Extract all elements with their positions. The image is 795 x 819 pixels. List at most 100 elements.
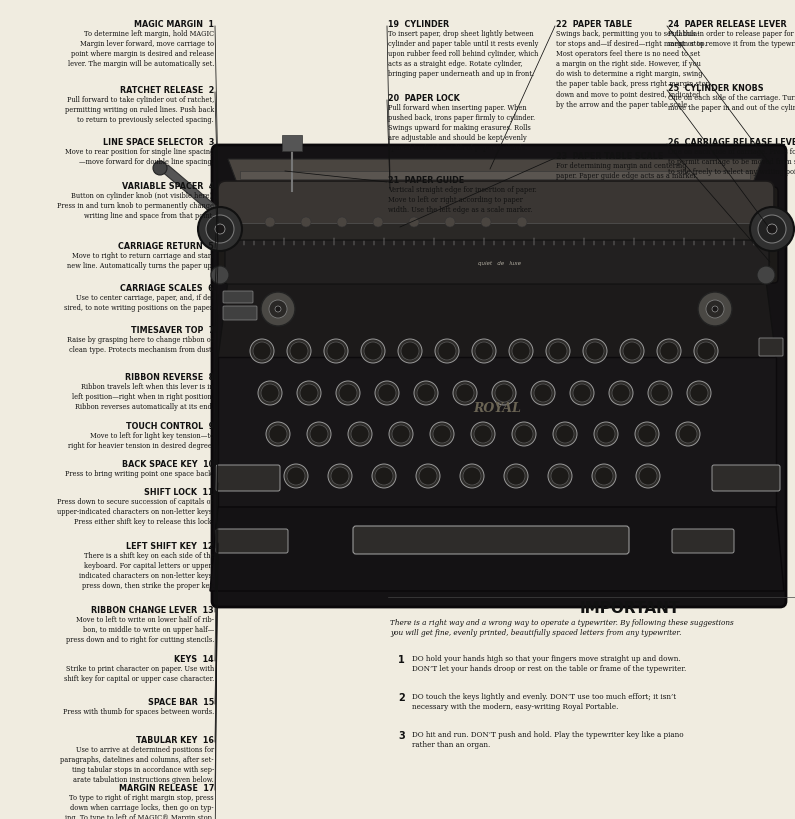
Circle shape [153, 161, 167, 175]
Circle shape [409, 217, 419, 227]
Circle shape [609, 381, 633, 405]
Circle shape [767, 224, 777, 234]
Text: DO hit and run. DON’T push and hold. Play the typewriter key like a piano
rather: DO hit and run. DON’T push and hold. Pla… [412, 731, 684, 749]
Circle shape [512, 342, 530, 360]
Text: Move to left to write on lower half of rib-
bon, to middle to write on upper hal: Move to left to write on lower half of r… [66, 616, 214, 645]
Text: Vertical straight edge for insertion of paper.
Move to left or right according t: Vertical straight edge for insertion of … [388, 186, 537, 215]
Circle shape [657, 339, 681, 363]
Circle shape [364, 342, 382, 360]
FancyBboxPatch shape [712, 465, 780, 491]
Circle shape [392, 425, 410, 443]
Circle shape [679, 425, 697, 443]
Circle shape [445, 217, 455, 227]
Circle shape [531, 381, 555, 405]
Circle shape [417, 384, 435, 402]
Circle shape [586, 342, 604, 360]
Circle shape [551, 467, 569, 485]
Circle shape [548, 464, 572, 488]
Text: 19  CYLINDER: 19 CYLINDER [388, 20, 449, 29]
Circle shape [636, 464, 660, 488]
Text: Raise by grasping here to change ribbon or
clean type. Protects mechanism from d: Raise by grasping here to change ribbon … [67, 336, 214, 354]
Circle shape [594, 422, 618, 446]
Text: Use to center carriage, paper, and, if de-
sired, to note writing positions on t: Use to center carriage, paper, and, if d… [64, 294, 214, 312]
Circle shape [492, 381, 516, 405]
Text: MARGIN RELEASE  17: MARGIN RELEASE 17 [118, 784, 214, 793]
FancyBboxPatch shape [759, 338, 783, 356]
Text: 25  CYLINDER KNOBS: 25 CYLINDER KNOBS [668, 84, 764, 93]
Circle shape [327, 342, 345, 360]
Circle shape [573, 384, 591, 402]
Circle shape [275, 306, 281, 312]
Text: Use to arrive at determined positions for
paragraphs, datelines and columns, aft: Use to arrive at determined positions fo… [60, 746, 214, 785]
Circle shape [211, 266, 229, 284]
Circle shape [351, 425, 369, 443]
Text: BACK SPACE KEY  10: BACK SPACE KEY 10 [122, 460, 214, 469]
Text: 22  PAPER TABLE: 22 PAPER TABLE [556, 20, 632, 29]
Circle shape [301, 217, 311, 227]
Circle shape [250, 339, 274, 363]
Text: Swings back, permitting you to set tabula-
tor stops and—if desired—right margin: Swings back, permitting you to set tabul… [556, 30, 710, 109]
Text: Button on cylinder knob (not visible here).
Press in and turn knob to permanentl: Button on cylinder knob (not visible her… [57, 192, 214, 220]
Circle shape [460, 464, 484, 488]
Circle shape [471, 422, 495, 446]
FancyBboxPatch shape [223, 291, 253, 303]
Circle shape [373, 217, 383, 227]
Text: Pull forward when inserting paper. When
pushed back, irons paper firmly to cylin: Pull forward when inserting paper. When … [388, 104, 535, 152]
Circle shape [660, 342, 678, 360]
Circle shape [307, 422, 331, 446]
Circle shape [258, 381, 282, 405]
Circle shape [509, 339, 533, 363]
Circle shape [553, 422, 577, 446]
Circle shape [378, 384, 396, 402]
Bar [240, 171, 750, 179]
Circle shape [198, 207, 242, 251]
Circle shape [570, 381, 594, 405]
Circle shape [534, 384, 552, 402]
Circle shape [297, 381, 321, 405]
Text: 3: 3 [398, 731, 405, 741]
Circle shape [638, 425, 656, 443]
Bar [282, 135, 302, 151]
Text: Ribbon travels left when this lever is in
left position—right when in right posi: Ribbon travels left when this lever is i… [72, 383, 214, 411]
Circle shape [758, 215, 786, 243]
Text: SHIFT LOCK  11: SHIFT LOCK 11 [145, 488, 214, 497]
Circle shape [515, 425, 533, 443]
FancyBboxPatch shape [216, 529, 288, 553]
FancyBboxPatch shape [672, 529, 734, 553]
Circle shape [416, 464, 440, 488]
Circle shape [375, 381, 399, 405]
Polygon shape [160, 165, 222, 217]
Text: DO touch the keys lightly and evenly. DON’T use too much effort; it isn’t
necess: DO touch the keys lightly and evenly. DO… [412, 693, 676, 712]
Circle shape [435, 339, 459, 363]
Text: ROYAL: ROYAL [473, 402, 521, 415]
Text: 1: 1 [398, 655, 405, 665]
Circle shape [697, 342, 715, 360]
Text: SPACE BAR  15: SPACE BAR 15 [148, 698, 214, 707]
Circle shape [253, 342, 271, 360]
Text: Pull forward to take cylinder out of ratchet,
permitting writing on ruled lines.: Pull forward to take cylinder out of rat… [64, 96, 214, 124]
Text: To determine left margin, hold MAGIC
Margin lever forward, move carriage to
poin: To determine left margin, hold MAGIC Mar… [68, 30, 214, 68]
Text: CARRIAGE RETURN  5: CARRIAGE RETURN 5 [118, 242, 214, 251]
Text: Press with thumb for spaces between words.: Press with thumb for spaces between word… [63, 708, 214, 716]
Text: TOUCH CONTROL  9: TOUCH CONTROL 9 [126, 422, 214, 431]
Circle shape [339, 384, 357, 402]
Polygon shape [218, 281, 776, 359]
Circle shape [290, 342, 308, 360]
Text: To insert paper, drop sheet lightly between
cylinder and paper table until it re: To insert paper, drop sheet lightly betw… [388, 30, 538, 79]
FancyBboxPatch shape [218, 181, 774, 233]
Circle shape [481, 217, 491, 227]
Circle shape [287, 467, 305, 485]
Circle shape [453, 381, 477, 405]
Circle shape [300, 384, 318, 402]
Circle shape [592, 464, 616, 488]
Circle shape [328, 464, 352, 488]
Text: One on each side of the carriage. Turn to
move the paper in and out of the cylin: One on each side of the carriage. Turn t… [668, 94, 795, 112]
Circle shape [635, 422, 659, 446]
Text: RIBBON CHANGE LEVER  13: RIBBON CHANGE LEVER 13 [91, 606, 214, 615]
Circle shape [504, 464, 528, 488]
Circle shape [757, 266, 775, 284]
Circle shape [337, 217, 347, 227]
Circle shape [475, 342, 493, 360]
Text: To type to right of right margin stop, press
down when carriage locks, then go o: To type to right of right margin stop, p… [56, 794, 214, 819]
Text: VARIABLE SPACER  4: VARIABLE SPACER 4 [122, 182, 214, 191]
